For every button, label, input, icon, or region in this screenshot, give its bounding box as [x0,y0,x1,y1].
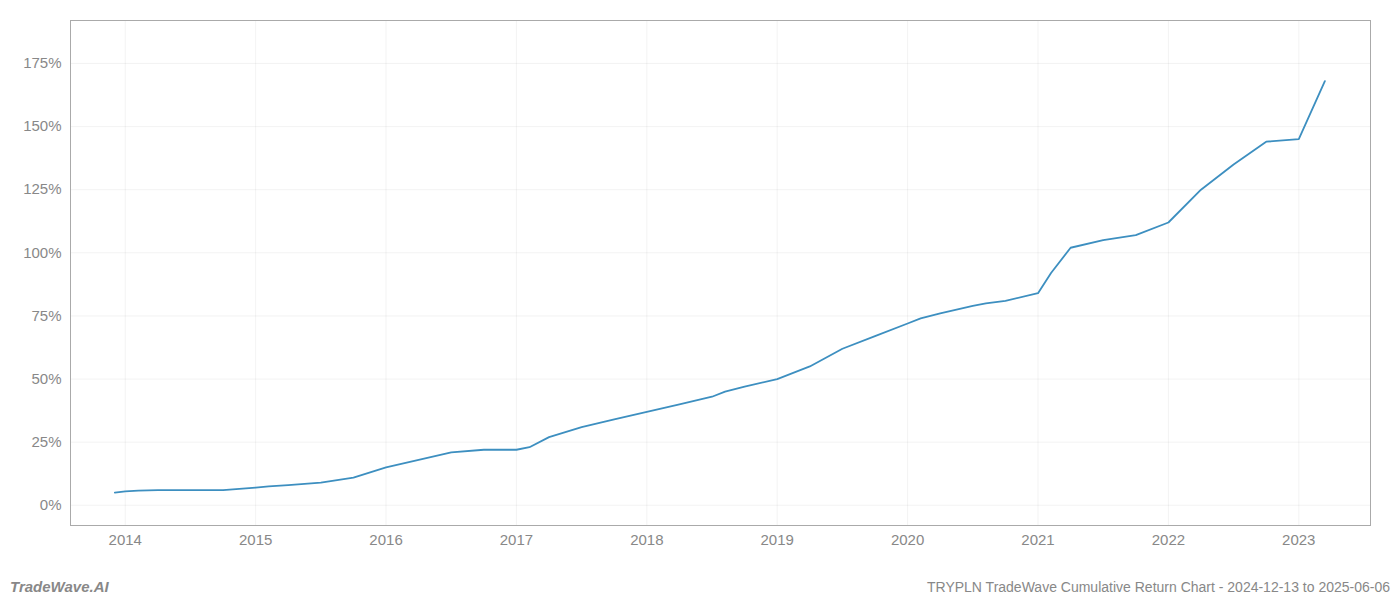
html-text:TradeWave.AI: TradeWave.AI [10,578,109,595]
svg-text:25%: 25% [31,433,61,450]
svg-text:2018: 2018 [630,531,663,548]
svg-text:2016: 2016 [369,531,402,548]
svg-text:0%: 0% [40,496,62,513]
svg-text:2023: 2023 [1282,531,1315,548]
svg-text:50%: 50% [31,370,61,387]
svg-text:2014: 2014 [109,531,142,548]
svg-text:2017: 2017 [500,531,533,548]
svg-text:75%: 75% [31,307,61,324]
svg-text:2015: 2015 [239,531,272,548]
svg-text:150%: 150% [23,117,61,134]
html-text:TRYPLN TradeWave Cumulative Re: TRYPLN TradeWave Cumulative Return Chart… [927,579,1390,595]
svg-text:2021: 2021 [1021,531,1054,548]
svg-text:2020: 2020 [891,531,924,548]
svg-text:2019: 2019 [761,531,794,548]
svg-text:175%: 175% [23,54,61,71]
svg-text:2022: 2022 [1152,531,1185,548]
svg-text:125%: 125% [23,180,61,197]
svg-text:100%: 100% [23,244,61,261]
